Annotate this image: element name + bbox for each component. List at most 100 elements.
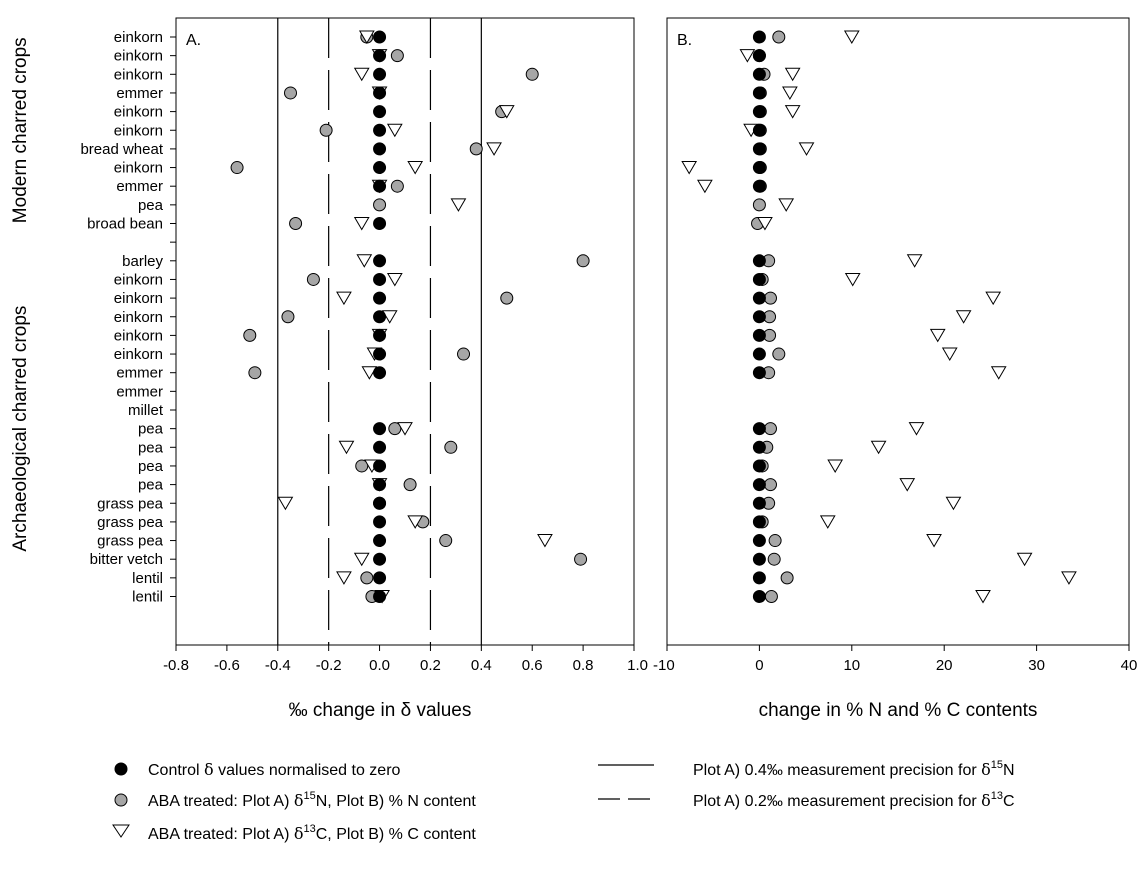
x-tick-label: 10 [843, 657, 860, 674]
control-point [373, 310, 387, 324]
control-point [373, 552, 387, 566]
n-treated-point [439, 534, 453, 548]
legend-n-text: ABA treated: Plot A) δ15N, Plot B) % N c… [148, 790, 476, 810]
c-treated-point [336, 291, 352, 306]
x-tick-label: 20 [936, 657, 953, 674]
c-treated-point [1061, 571, 1077, 585]
category-label: einkorn [114, 66, 163, 83]
group-title: Modern charred crops [10, 37, 31, 223]
legend-dashed-text: Plot A) 0.2‰ measurement precision for δ… [693, 790, 1015, 810]
group-title: Archaeological charred crops [10, 306, 31, 552]
control-point [373, 328, 387, 342]
category-label: pea [138, 477, 164, 494]
legend-control-marker [114, 762, 128, 776]
x-tick-label: 0.2 [420, 657, 441, 674]
category-label: bread wheat [80, 141, 163, 158]
control-point [752, 67, 766, 81]
c-treated-point [945, 496, 962, 511]
c-treated-point [361, 366, 378, 380]
n-treated-point [281, 310, 295, 324]
control-point [373, 142, 387, 156]
control-point [373, 161, 387, 175]
x-tick-label: -0.8 [163, 657, 189, 674]
n-treated-point [457, 347, 471, 361]
control-point [373, 347, 387, 361]
control-point [373, 459, 387, 473]
control-point [752, 496, 766, 510]
category-label: pea [138, 197, 164, 214]
n-treated-point [390, 49, 404, 63]
n-treated-point [780, 571, 794, 585]
control-point [373, 105, 387, 119]
c-treated-point [386, 272, 403, 287]
control-point [373, 496, 387, 510]
c-treated-point [537, 534, 553, 548]
x-tick-label: -0.4 [265, 657, 291, 674]
category-label: einkorn [114, 104, 163, 121]
panel-b-frame [666, 17, 1130, 646]
n-treated-point [388, 422, 402, 436]
control-point [373, 534, 387, 548]
n-treated-point [319, 123, 333, 137]
c-treated-point [827, 459, 844, 473]
x-tick-label: 0.0 [369, 657, 390, 674]
c-treated-point [353, 552, 370, 567]
x-tick-label: 0 [755, 657, 763, 674]
n-treated-point [768, 534, 782, 548]
n-treated-point [360, 571, 374, 585]
c-treated-point [407, 515, 424, 529]
c-treated-point [353, 67, 370, 82]
c-treated-point [941, 347, 958, 362]
panel-b-label: B. [677, 32, 692, 49]
control-point [752, 422, 766, 436]
control-point [373, 478, 387, 492]
n-treated-point [444, 440, 458, 454]
x-tick-label: 0.8 [573, 657, 594, 674]
n-treated-point [763, 422, 777, 436]
control-point [752, 328, 766, 342]
control-point [373, 217, 387, 230]
n-treated-point [355, 459, 369, 473]
n-treated-point [390, 179, 404, 193]
control-point [373, 291, 387, 305]
n-treated-point [763, 478, 777, 492]
n-treated-point [403, 478, 417, 492]
n-treated-point [284, 86, 297, 100]
n-treated-point [772, 347, 786, 361]
control-point [752, 161, 766, 175]
category-label: einkorn [114, 309, 163, 326]
panel-a-xlabel: ‰ change in δ values [289, 700, 472, 721]
control-point [373, 366, 387, 380]
n-treated-point [373, 198, 387, 212]
control-point [373, 571, 387, 585]
category-label: einkorn [114, 346, 163, 363]
n-treated-point [243, 328, 257, 342]
n-treated-point [306, 272, 320, 286]
n-treated-point [525, 67, 539, 81]
c-treated-point [697, 179, 713, 194]
category-label: bitter vetch [90, 551, 163, 568]
category-label: grass pea [97, 495, 164, 512]
c-treated-point [784, 105, 801, 119]
category-label: einkorn [114, 290, 163, 307]
category-label: pea [138, 458, 164, 475]
n-treated-point [230, 161, 244, 175]
control-point [752, 310, 766, 324]
n-treated-point [764, 590, 778, 603]
c-treated-point [277, 496, 294, 511]
c-treated-point [975, 590, 991, 604]
n-treated-point [248, 366, 262, 380]
legend-n-marker [114, 793, 128, 807]
c-treated-point [397, 422, 413, 436]
panel-b: B. -10 0 10 20 30 40 change in % N and % C co… [653, 17, 1137, 721]
control-point [373, 30, 387, 44]
control-point [373, 422, 387, 436]
x-tick-label: -10 [653, 657, 675, 674]
control-point [752, 590, 766, 603]
control-point [752, 123, 766, 137]
control-point [373, 590, 387, 603]
category-label: barley [122, 253, 163, 270]
n-treated-point [752, 198, 766, 212]
category-label: einkorn [114, 48, 163, 65]
panel-a-frame [175, 17, 635, 646]
